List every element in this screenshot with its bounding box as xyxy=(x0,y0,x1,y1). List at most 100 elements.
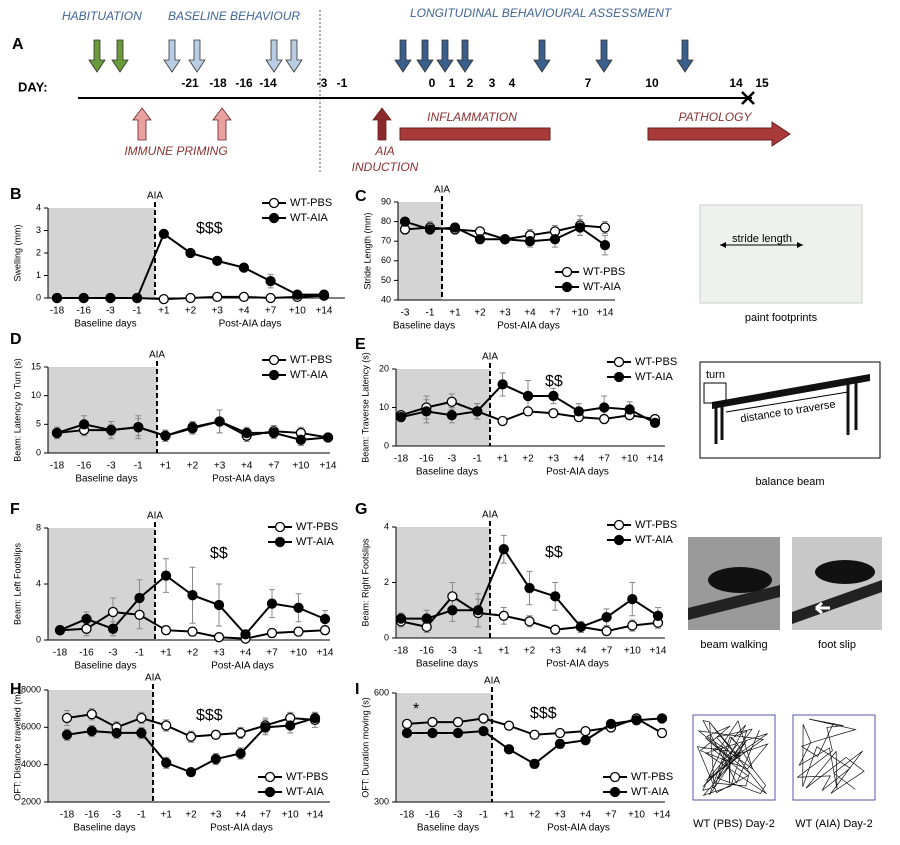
point xyxy=(627,620,638,631)
x-tick-label: +10 xyxy=(292,461,309,472)
legend-marker xyxy=(268,369,280,381)
day-label: -16 xyxy=(235,76,253,90)
down-arrow xyxy=(533,39,551,73)
point xyxy=(81,613,92,625)
point xyxy=(656,713,668,724)
panel-letter: G xyxy=(355,501,367,518)
point xyxy=(187,590,198,601)
x-tick-label: +3 xyxy=(213,648,225,659)
y-tick-label: 90 xyxy=(381,196,391,206)
point xyxy=(54,625,66,636)
x-tick-label: +3 xyxy=(548,454,560,465)
baseline-label: Baseline days xyxy=(73,823,135,834)
y-tick-label: 4 xyxy=(384,521,389,531)
panel-letter: H xyxy=(10,681,22,698)
legend-label: WT-PBS xyxy=(296,521,338,533)
footprint-image xyxy=(699,204,863,304)
point xyxy=(656,727,668,739)
down-arrow xyxy=(676,39,694,73)
point xyxy=(575,621,587,633)
point xyxy=(235,727,246,739)
point xyxy=(574,222,586,233)
track-path xyxy=(796,718,865,794)
legend-marker xyxy=(613,519,625,531)
point xyxy=(652,610,664,621)
point xyxy=(446,396,457,407)
point xyxy=(452,727,464,739)
day-label: -3 xyxy=(317,76,328,90)
image-caption: foot slip xyxy=(818,639,856,651)
point xyxy=(529,729,540,740)
x-tick-label: +2 xyxy=(187,461,199,472)
point xyxy=(319,625,331,636)
event-label: AIA xyxy=(482,510,498,521)
day-label: 0 xyxy=(429,76,436,90)
point xyxy=(627,594,638,605)
point xyxy=(161,720,172,731)
point xyxy=(427,716,438,728)
day-label: -21 xyxy=(181,76,199,90)
baseline-label: Baseline days xyxy=(75,474,137,485)
x-tick-label: +2 xyxy=(185,306,197,317)
x-tick-label: -3 xyxy=(107,461,116,472)
x-tick-label: +14 xyxy=(320,461,337,472)
x-tick-label: +2 xyxy=(185,810,197,821)
x-tick-label: -16 xyxy=(419,646,434,657)
legend-label: WT-PBS xyxy=(631,771,673,783)
down-arrow xyxy=(111,39,129,73)
point xyxy=(238,291,250,303)
day-label: 15 xyxy=(755,76,769,90)
point xyxy=(421,406,432,417)
x-tick-label: -16 xyxy=(77,461,92,472)
x-tick-label: -3 xyxy=(112,810,121,821)
point xyxy=(447,605,458,616)
y-tick-label: 0 xyxy=(384,440,389,450)
end-cross xyxy=(741,91,755,105)
legend-marker xyxy=(268,212,280,224)
day-label: -14 xyxy=(259,76,277,90)
x-tick-label: +2 xyxy=(522,454,534,465)
point xyxy=(631,715,642,726)
point xyxy=(51,427,63,439)
event-label: AIA xyxy=(149,350,165,361)
x-tick-label: +2 xyxy=(529,810,541,821)
point xyxy=(399,216,411,227)
point xyxy=(447,591,458,602)
image-caption: WT (AIA) Day-2 xyxy=(795,818,872,830)
point xyxy=(554,727,566,739)
y-tick-label: 2 xyxy=(384,577,389,587)
y-tick-label: 0 xyxy=(36,447,41,457)
x-tick-label: -1 xyxy=(473,454,482,465)
y-axis-label: Stride Length (mm) xyxy=(362,212,372,289)
point xyxy=(131,292,143,304)
point xyxy=(293,602,304,613)
up-arrow xyxy=(132,107,152,141)
point xyxy=(319,613,331,625)
point xyxy=(187,626,198,637)
point xyxy=(214,416,225,427)
point xyxy=(395,613,407,624)
y-axis-label: OFT: Distance travelled (m) xyxy=(12,691,22,801)
legend-label: WT-PBS xyxy=(583,266,625,278)
x-tick-label: +7 xyxy=(601,646,613,657)
point xyxy=(322,432,334,443)
point xyxy=(285,720,296,731)
point xyxy=(107,606,119,618)
day-title: DAY: xyxy=(18,79,48,94)
x-tick-label: +3 xyxy=(214,461,226,472)
legend-label: WT-AIA xyxy=(635,534,674,546)
x-tick-label: +1 xyxy=(503,810,515,821)
point xyxy=(136,712,147,724)
event-label: AIA xyxy=(482,352,498,363)
x-tick-label: -18 xyxy=(400,810,415,821)
point xyxy=(522,390,534,402)
point xyxy=(213,632,225,643)
y-tick-label: 70 xyxy=(381,236,391,246)
y-tick-label: 2000 xyxy=(21,796,41,806)
x-tick-label: +3 xyxy=(554,810,566,821)
down-arrow xyxy=(163,39,181,73)
x-tick-label: +1 xyxy=(160,461,172,472)
point xyxy=(503,744,515,755)
point xyxy=(472,406,483,417)
baseline-label: Baseline days xyxy=(393,321,455,332)
